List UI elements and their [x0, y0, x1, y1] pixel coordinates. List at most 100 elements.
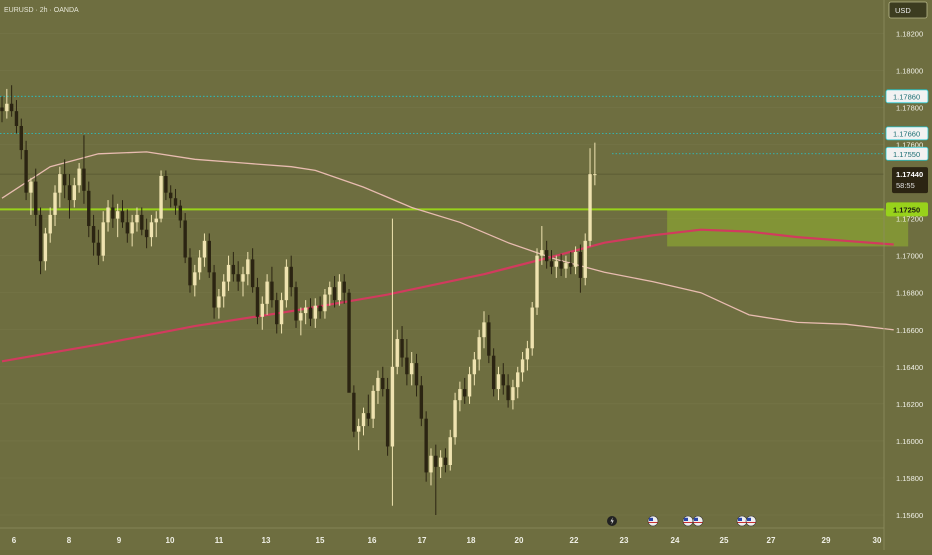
candle-body [5, 103, 9, 112]
candle [58, 166, 62, 208]
candle [120, 200, 125, 228]
candle [149, 214, 154, 247]
time-axis[interactable]: 6 8 9 10 11 13 15 16 17 18 20 22 23 24 25 27 29 30 [0, 527, 884, 545]
candle-body [34, 181, 38, 215]
candle-body [299, 313, 303, 321]
candle-body [458, 389, 462, 401]
candle-body [193, 272, 197, 286]
candle-body [48, 214, 52, 234]
candle-body [255, 287, 260, 317]
us-flag-icon[interactable] [647, 515, 659, 527]
candle-body [448, 437, 452, 466]
candle-body [520, 359, 525, 373]
candle [115, 203, 120, 238]
candle [106, 200, 110, 232]
grid [0, 33, 884, 516]
candle [419, 376, 424, 427]
candle [67, 174, 72, 219]
candle-body [308, 307, 313, 319]
candle [19, 118, 23, 160]
candle [467, 366, 472, 404]
time-tick-label: 13 [262, 536, 271, 545]
currency-button[interactable]: USD [888, 1, 928, 19]
candle-body [535, 255, 539, 308]
candle [361, 407, 366, 436]
candle-body [294, 287, 298, 321]
time-tick-label: 22 [570, 536, 579, 545]
candle [125, 209, 130, 243]
candle-body [212, 272, 216, 308]
candle [482, 311, 486, 349]
candle-body [303, 307, 308, 314]
price-axis[interactable]: 1.18200 1.18000 1.17800 1.17600 1.17200 1.170… [883, 0, 923, 550]
candle [530, 301, 534, 356]
candle [453, 392, 457, 445]
candle-body [583, 240, 587, 278]
candle [472, 352, 477, 386]
price-tick-label: 1.16200 [896, 400, 923, 409]
candle-body [279, 300, 284, 325]
candle [366, 394, 371, 427]
candle-body [419, 385, 424, 419]
candle-body [183, 220, 187, 258]
candle-body [72, 185, 76, 201]
candle-body [265, 281, 269, 304]
us-flag-icon[interactable] [692, 515, 704, 527]
countdown-text: 58:55 [896, 181, 915, 190]
price-label-dotted: 1.17550 [885, 146, 929, 161]
candle [169, 185, 173, 208]
candle-body [463, 389, 467, 397]
candle [525, 340, 530, 371]
candle [77, 163, 81, 193]
candles [0, 85, 597, 516]
candle [135, 207, 139, 232]
candle-body [467, 374, 472, 397]
us-flag-icon[interactable] [736, 515, 748, 527]
price-tick-label: 1.16600 [896, 326, 923, 335]
candle [226, 255, 231, 291]
candle [410, 352, 414, 386]
dotted-price-text: 1.17550 [893, 150, 920, 159]
candle-body [332, 287, 337, 301]
candle [385, 377, 390, 456]
candle [356, 418, 361, 451]
candle [463, 377, 467, 404]
candle-body [164, 176, 168, 193]
time-tick-label: 30 [873, 536, 882, 545]
candle [111, 194, 115, 228]
time-tick-label: 18 [467, 536, 476, 545]
candle-body [381, 377, 385, 390]
candle [202, 233, 207, 267]
candle [549, 250, 554, 275]
time-tick-label: 16 [368, 536, 377, 545]
candle [554, 255, 558, 278]
candle [173, 188, 178, 215]
candle [164, 170, 168, 201]
candle-body [197, 257, 202, 273]
candle-body [328, 287, 332, 295]
lightning-icon[interactable] [607, 516, 617, 526]
candle-body [111, 207, 115, 219]
event-icons[interactable] [607, 515, 757, 527]
candle [87, 181, 91, 238]
candle [0, 96, 4, 123]
candle [188, 248, 192, 293]
us-flag-icon[interactable] [682, 515, 694, 527]
candle-body [222, 281, 226, 297]
candle [516, 366, 520, 399]
candle-body [67, 185, 72, 201]
us-flag-icon[interactable] [745, 515, 757, 527]
candle-body [82, 168, 86, 191]
time-tick-label: 6 [12, 536, 17, 545]
candle [255, 277, 260, 325]
candle [337, 274, 342, 306]
candle-body [477, 337, 481, 360]
candle-body [472, 359, 477, 375]
candle-body [453, 400, 457, 438]
candle-body [207, 240, 211, 273]
candle-body [250, 259, 255, 288]
candle [511, 379, 515, 410]
